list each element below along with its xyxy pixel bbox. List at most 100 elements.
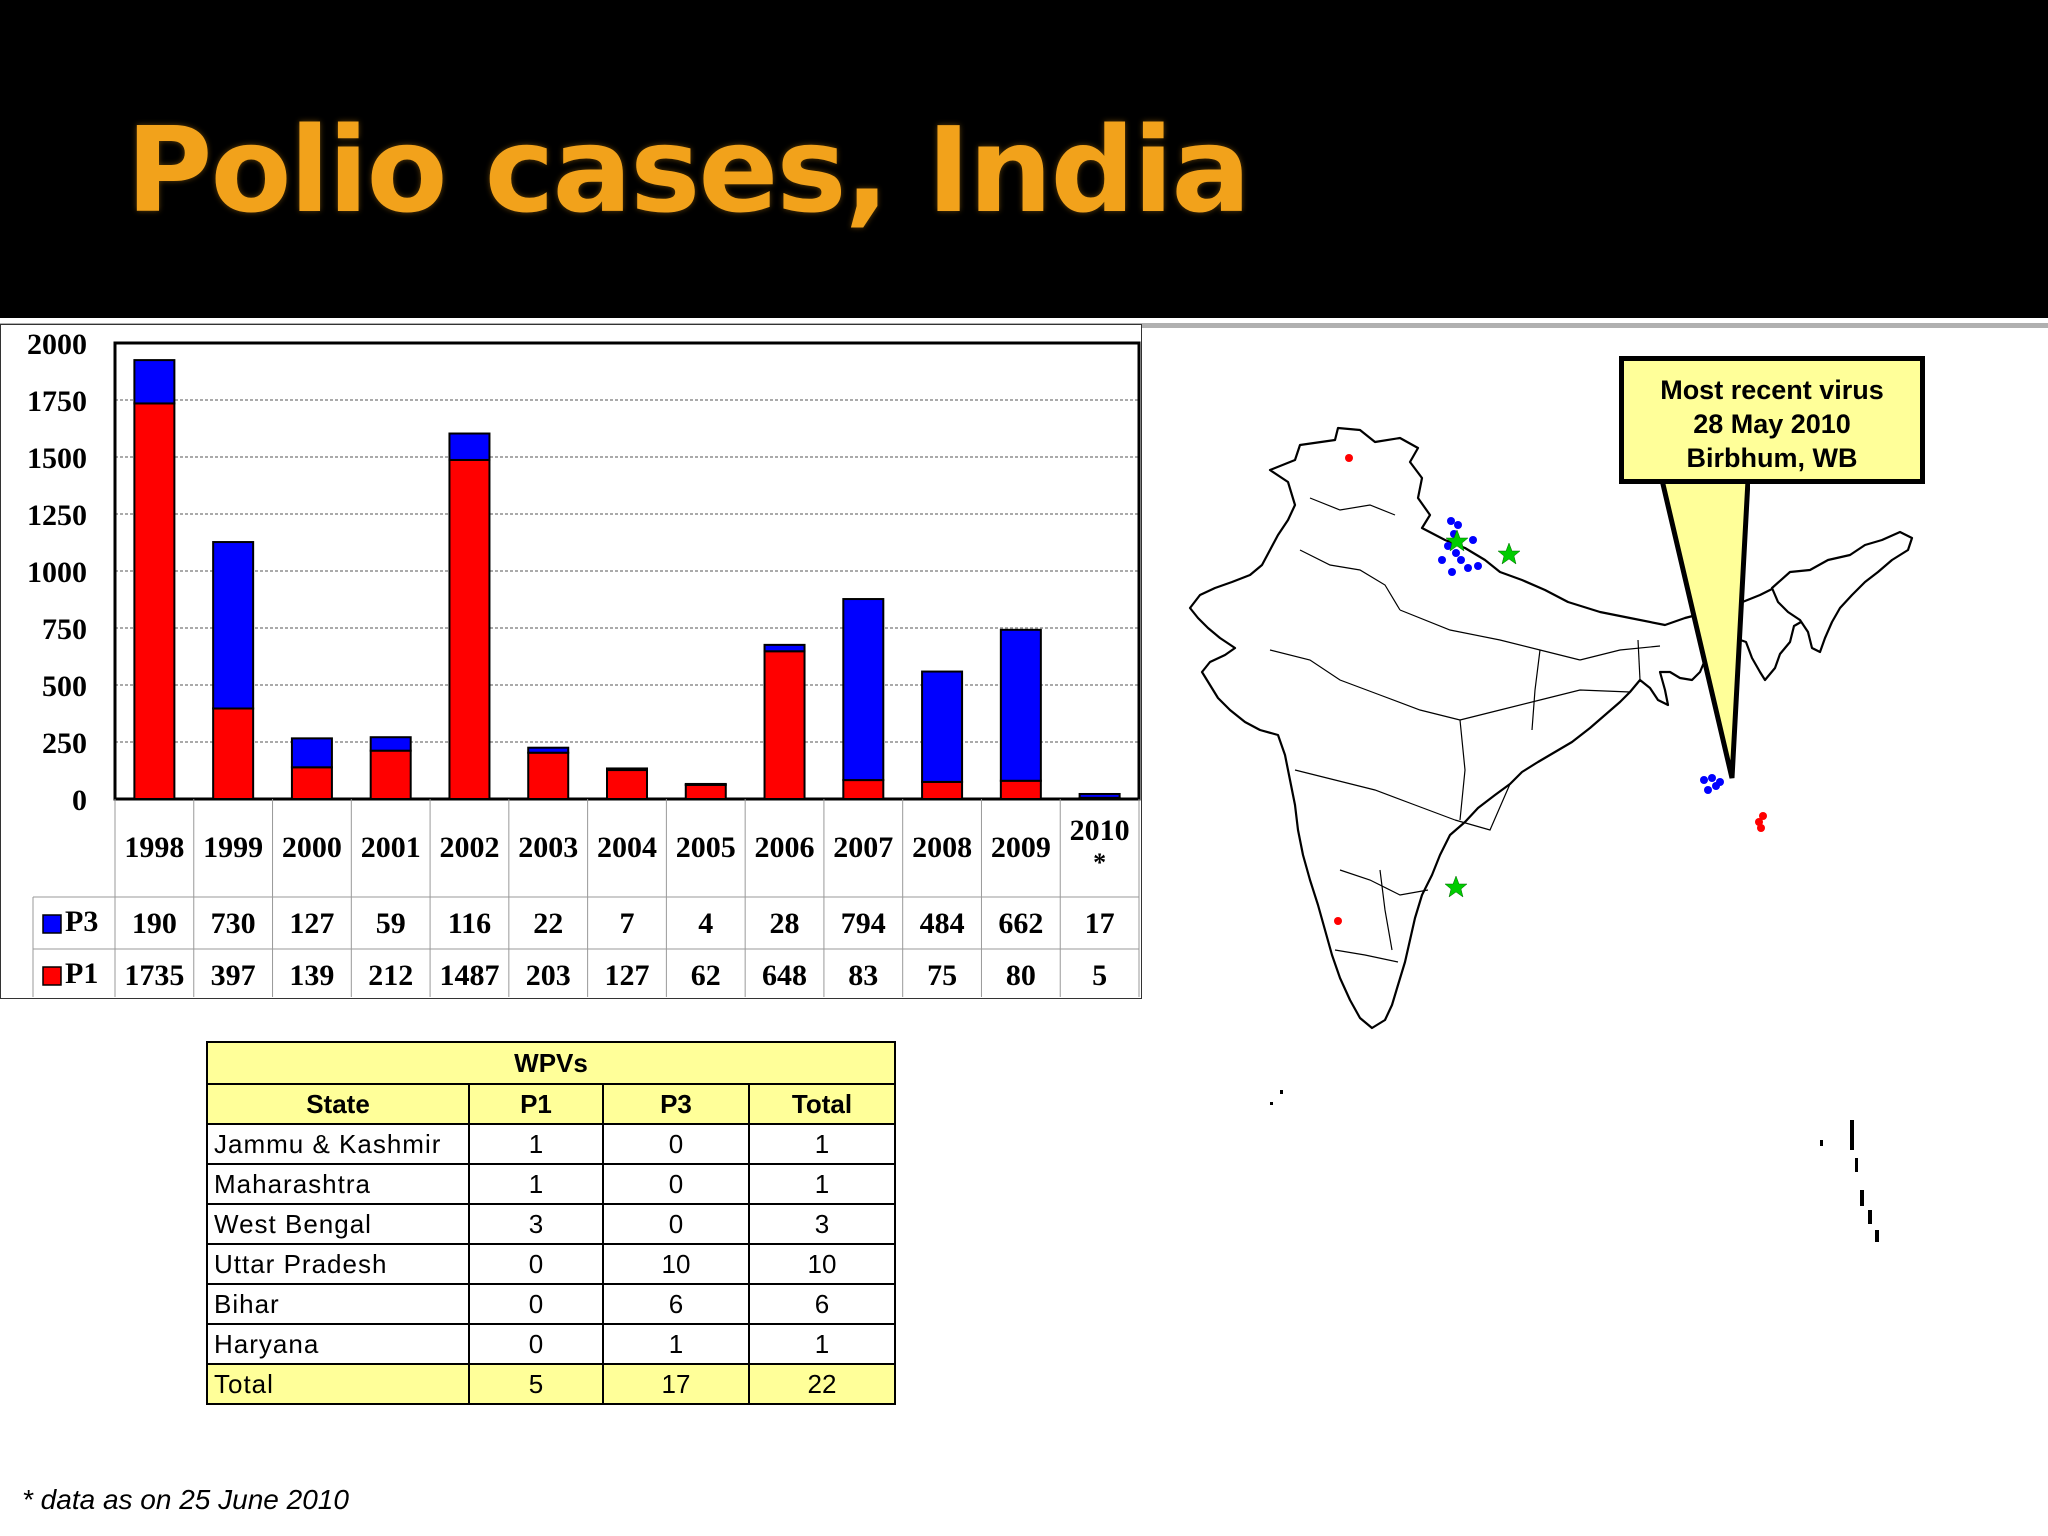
bar-p3-2003	[527, 746, 570, 754]
y-tick-label: 750	[42, 613, 87, 646]
header-p3: P3	[602, 1083, 750, 1125]
table-row: Bihar 0 6 6	[206, 1283, 896, 1325]
india-outline	[1188, 426, 1830, 1030]
y-tick-label: 1500	[27, 442, 87, 475]
x-tick-label: 2005	[676, 831, 736, 864]
p3-cell: 1	[602, 1323, 750, 1365]
header-state: State	[206, 1083, 470, 1125]
data-label-p1: 139	[289, 959, 334, 992]
data-label-p3: 17	[1085, 907, 1115, 940]
bar-p3-2008	[921, 670, 964, 783]
x-tick-label: 2003	[518, 831, 578, 864]
data-label-p1: 5	[1092, 959, 1107, 992]
data-label-p3: 22	[533, 907, 563, 940]
bar-p1-2001	[369, 749, 412, 800]
p3-cell: 6	[602, 1283, 750, 1325]
bar-p3-2005	[684, 782, 727, 786]
state-cell: Maharashtra	[206, 1163, 470, 1205]
legend-swatch-p3	[42, 914, 62, 934]
y-tick-label: 250	[42, 727, 87, 760]
data-label-p3: 28	[770, 907, 800, 940]
data-label-p1: 212	[368, 959, 413, 992]
p3-cell: 10	[602, 1243, 750, 1285]
state-cell: Jammu & Kashmir	[206, 1123, 470, 1165]
bar-p1-2003	[527, 751, 570, 801]
y-tick-label: 1000	[27, 556, 87, 589]
data-label-p1: 80	[1006, 959, 1036, 992]
data-label-p1: 203	[526, 959, 571, 992]
p1-cell: 3	[468, 1203, 604, 1245]
y-tick-label: 1250	[27, 499, 87, 532]
total-cell: 6	[748, 1283, 896, 1325]
x-tick-footnote-mark: *	[1093, 848, 1106, 877]
data-label-p3: 484	[920, 907, 965, 940]
bar-p3-2000	[290, 737, 333, 769]
bar-p1-2007	[842, 779, 885, 800]
legend-label-p3: P3	[65, 905, 98, 938]
total-cell: 1	[748, 1123, 896, 1165]
bar-p1-2009	[999, 779, 1042, 801]
bar-p1-2002	[448, 458, 491, 801]
data-label-p1: 62	[691, 959, 721, 992]
wpv-table: WPVs State P1 P3 Total Jammu & Kashmir 1…	[206, 1041, 896, 1405]
y-tick-label: 2000	[27, 328, 87, 361]
p3-cell: 0	[602, 1163, 750, 1205]
p1-cell: 1	[468, 1123, 604, 1165]
total-cell: 1	[748, 1323, 896, 1365]
state-cell: Uttar Pradesh	[206, 1243, 470, 1285]
recent-virus-callout: Most recent virus 28 May 2010 Birbhum, W…	[1619, 356, 1925, 484]
data-label-p3: 4	[698, 907, 713, 940]
callout-line-2: 28 May 2010	[1693, 409, 1851, 439]
total-label: Total	[206, 1363, 470, 1405]
x-tick-label: 2002	[439, 831, 499, 864]
callout-pointer	[1660, 480, 1750, 779]
data-label-p1: 397	[211, 959, 256, 992]
data-label-p1: 648	[762, 959, 807, 992]
bar-p1-2006	[763, 650, 806, 801]
table-row: Maharashtra 1 0 1	[206, 1163, 896, 1205]
star-markers	[1444, 529, 1521, 898]
bar-p3-2004	[606, 767, 648, 772]
wpv-table-caption: WPVs	[206, 1041, 896, 1085]
bar-p1-1998	[133, 402, 176, 800]
total-cell: 3	[748, 1203, 896, 1245]
data-label-p1: 83	[848, 959, 878, 992]
bar-p1-2004	[606, 769, 648, 801]
data-label-p3: 794	[841, 907, 886, 940]
legend-swatch-p1	[42, 966, 62, 986]
table-row: Haryana 0 1 1	[206, 1323, 896, 1365]
total-p3: 17	[602, 1363, 750, 1405]
footnote: * data as on 25 June 2010	[22, 1484, 349, 1515]
bar-p3-2010	[1078, 792, 1121, 799]
bar-p1-2000	[290, 766, 333, 801]
p1-cell: 1	[468, 1163, 604, 1205]
data-label-p3: 7	[620, 907, 635, 940]
india-map	[1160, 350, 2000, 1330]
header-total: Total	[748, 1083, 896, 1125]
y-tick-label: 0	[72, 784, 87, 817]
table-row: West Bengal 3 0 3	[206, 1203, 896, 1245]
x-tick-label: 2010	[1070, 814, 1130, 847]
table-row: Uttar Pradesh 0 10 10	[206, 1243, 896, 1285]
x-tick-label: 2007	[833, 831, 893, 864]
callout-line-1: Most recent virus	[1660, 375, 1884, 405]
bar-p3-1999	[212, 541, 255, 710]
p1-cell: 0	[468, 1283, 604, 1325]
total-all: 22	[748, 1363, 896, 1405]
data-label-p1: 1735	[124, 959, 184, 992]
data-label-p3: 127	[289, 907, 334, 940]
total-cell: 1	[748, 1163, 896, 1205]
bar-p3-2009	[999, 628, 1042, 782]
bar-p1-2005	[684, 783, 727, 801]
bar-p3-2001	[369, 736, 412, 752]
bar-p3-2006	[763, 643, 806, 653]
bar-p3-2002	[448, 432, 491, 461]
callout-line-3: Birbhum, WB	[1686, 443, 1858, 473]
state-cell: Haryana	[206, 1323, 470, 1365]
p3-cell: 0	[602, 1123, 750, 1165]
bar-p3-2007	[842, 598, 885, 782]
data-label-p3: 116	[448, 907, 491, 940]
table-row: Jammu & Kashmir 1 0 1	[206, 1123, 896, 1165]
islands	[1270, 1090, 1879, 1242]
y-tick-label: 1750	[27, 385, 87, 418]
